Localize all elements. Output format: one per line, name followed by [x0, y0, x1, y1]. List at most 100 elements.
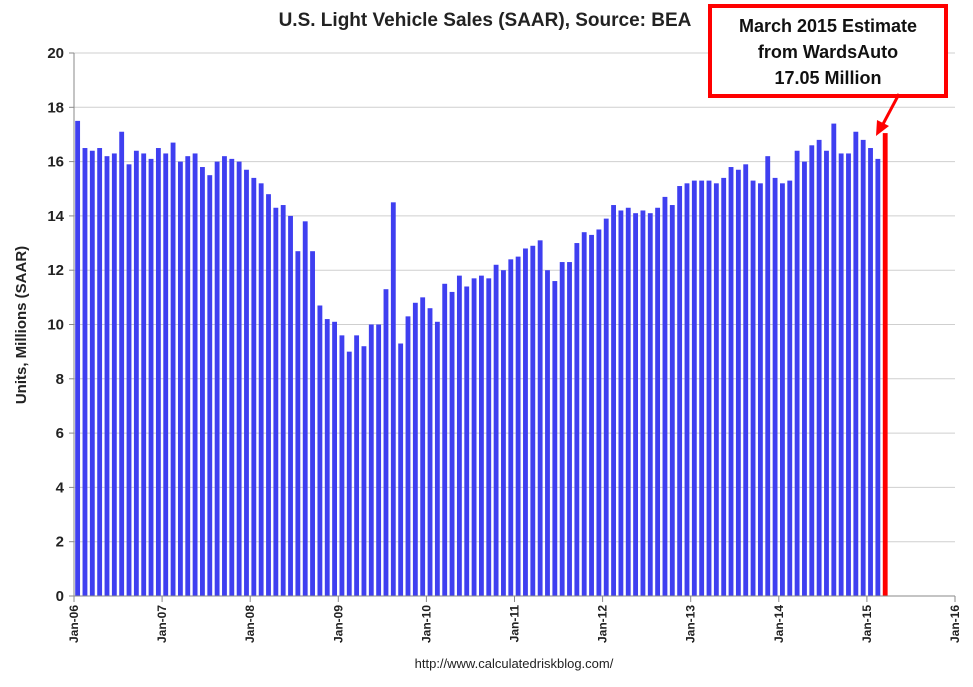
bar	[713, 183, 719, 596]
bar	[317, 305, 323, 596]
callout-line-1: March 2015 Estimate	[739, 16, 917, 36]
bar	[486, 278, 492, 596]
x-tick-label: Jan-06	[67, 605, 81, 643]
bar	[545, 270, 550, 596]
callout-arrow-head	[876, 120, 889, 136]
bar	[295, 251, 301, 596]
bar	[302, 221, 308, 596]
bar	[192, 153, 198, 596]
bar	[119, 131, 125, 597]
bar	[493, 264, 499, 596]
bar	[464, 286, 470, 596]
bar	[750, 180, 756, 597]
bar	[75, 120, 81, 596]
bar	[229, 158, 235, 596]
bar	[655, 207, 661, 596]
bar	[596, 229, 602, 596]
x-tick-label: Jan-07	[155, 605, 169, 643]
bar	[390, 202, 396, 596]
bar	[222, 156, 227, 597]
bar	[765, 156, 771, 597]
bar	[625, 207, 631, 596]
y-tick-label: 14	[47, 208, 64, 225]
y-tick-label: 6	[56, 425, 64, 442]
y-tick-label: 12	[47, 262, 64, 279]
bar	[537, 240, 543, 596]
x-tick-label: Jan-10	[419, 605, 433, 643]
bar	[743, 164, 749, 596]
bar	[787, 180, 793, 597]
bar	[677, 186, 683, 596]
bar	[684, 183, 690, 596]
bar	[273, 207, 279, 596]
bar	[780, 183, 785, 596]
bar	[611, 205, 616, 597]
x-tick-label: Jan-12	[596, 605, 610, 643]
bar	[376, 324, 382, 596]
bar	[574, 243, 580, 597]
y-tick-label: 0	[56, 588, 64, 605]
bar	[185, 156, 191, 597]
bar	[699, 180, 705, 597]
source-url: http://www.calculatedriskblog.com/	[415, 656, 614, 671]
x-tick-label: Jan-11	[508, 605, 522, 643]
bar	[104, 156, 110, 597]
bar	[258, 183, 264, 596]
bar	[398, 343, 404, 596]
y-tick-label: 2	[56, 534, 64, 551]
bar	[589, 234, 594, 596]
bar	[434, 321, 440, 596]
bar	[177, 161, 183, 596]
bar	[530, 245, 536, 596]
bar	[721, 177, 727, 596]
bar	[501, 270, 506, 596]
bar	[669, 205, 675, 597]
bar	[133, 150, 139, 597]
bar	[523, 248, 528, 597]
bar	[339, 335, 345, 596]
callout-box	[708, 4, 948, 98]
bar	[706, 180, 712, 597]
bar	[809, 145, 815, 596]
bar	[735, 169, 741, 596]
y-tick-label: 18	[47, 99, 64, 116]
highlight-bar	[882, 133, 888, 596]
y-tick-labels: 0 2 4 6 8 10 12 14 16 18 20	[47, 45, 64, 605]
bar	[244, 169, 249, 596]
bar	[860, 139, 866, 596]
bar	[155, 148, 161, 596]
bar	[728, 167, 734, 596]
bar	[691, 180, 697, 597]
y-axis-label: Units, Millions (SAAR)	[13, 246, 30, 404]
bar	[280, 205, 286, 597]
y-tick-label: 16	[47, 154, 64, 171]
axes	[69, 52, 956, 602]
bar	[361, 346, 367, 596]
bar	[324, 319, 330, 596]
bar	[383, 289, 389, 596]
bar	[420, 297, 426, 596]
bar	[126, 164, 132, 596]
bar	[662, 196, 668, 596]
bar	[200, 167, 205, 596]
bars	[75, 120, 888, 597]
bar	[266, 194, 271, 596]
bar	[515, 256, 521, 596]
bar	[875, 158, 881, 596]
bar	[471, 278, 477, 596]
bar	[89, 150, 95, 597]
y-tick-label: 8	[56, 371, 64, 388]
bar	[618, 210, 624, 596]
bar	[163, 153, 169, 596]
x-tick-label: Jan-13	[684, 605, 698, 643]
bar	[427, 308, 433, 596]
x-tick-label: Jan-09	[331, 605, 345, 643]
x-tick-labels: Jan-06 Jan-07 Jan-08 Jan-09 Jan-10 Jan-11 Jan-…	[67, 605, 962, 643]
bar	[567, 262, 572, 596]
callout: March 2015 Estimate from WardsAuto 17.05…	[708, 4, 948, 136]
bar	[794, 150, 800, 597]
y-tick-label: 10	[47, 317, 64, 334]
bar	[633, 213, 639, 596]
bar	[442, 283, 448, 596]
y-tick-label: 20	[47, 45, 64, 62]
